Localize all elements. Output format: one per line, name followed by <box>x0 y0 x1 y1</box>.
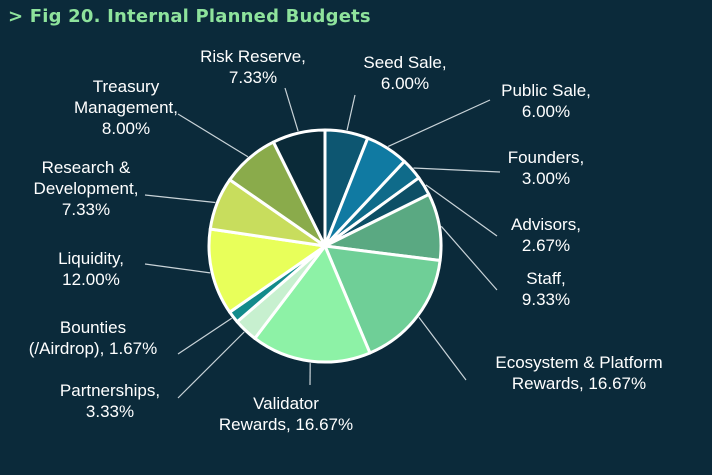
leader-line-seed-sale <box>346 94 356 131</box>
slice-label-line: 7.33% <box>229 68 277 87</box>
leader-line-ecosystem-platform-rewards <box>418 317 467 381</box>
figure-title: > Fig 20. Internal Planned Budgets <box>8 6 371 27</box>
pie-slice-validator-rewards <box>253 244 372 364</box>
slice-label-line: Founders, <box>508 148 585 167</box>
slice-label-line: Validator <box>253 394 319 413</box>
leader-line-advisors <box>425 184 498 237</box>
leader-line-treasury-management <box>177 113 249 158</box>
slice-label-line: 7.33% <box>62 200 110 219</box>
slice-label-founders: Founders, 3.00% <box>508 148 585 188</box>
slice-label-line: Seed Sale, <box>363 53 446 72</box>
slice-label-treasury-management: Treasury Management, 8.00% <box>74 77 178 138</box>
slice-label-line: Public Sale, <box>501 81 591 100</box>
slice-label-line: Research & <box>42 158 131 177</box>
slice-label-line: Staff, <box>526 269 565 288</box>
slice-label-line: Risk Reserve, <box>200 47 306 66</box>
slice-label-line: 2.67% <box>522 236 570 255</box>
slice-label-line: Advisors, <box>511 215 581 234</box>
slice-label-research-development: Research & Development, 7.33% <box>34 158 139 219</box>
slice-label-line: 9.33% <box>522 290 570 309</box>
slice-label-validator-rewards: Validator Rewards, 16.67% <box>219 394 353 434</box>
leader-line-research-development <box>144 194 216 204</box>
slice-label-line: 12.00% <box>62 270 120 289</box>
slice-label-partnerships: Partnerships, 3.33% <box>60 381 160 421</box>
pie-slices <box>207 128 443 364</box>
leader-lines <box>144 87 501 399</box>
slice-label-line: Rewards, 16.67% <box>512 374 646 393</box>
leader-line-liquidity <box>144 263 211 274</box>
slice-label-line: Development, <box>34 179 139 198</box>
leader-line-bounties-airdrop <box>177 317 233 355</box>
slice-label-line: 6.00% <box>381 74 429 93</box>
slice-label-line: Rewards, 16.67% <box>219 415 353 434</box>
slice-label-advisors: Advisors, 2.67% <box>511 215 581 255</box>
slice-label-line: (/Airdrop), 1.67% <box>29 339 158 358</box>
slice-label-line: Partnerships, <box>60 381 160 400</box>
leader-line-founders <box>413 167 501 173</box>
leader-line-public-sale <box>387 99 491 147</box>
slice-label-staff: Staff, 9.33% <box>522 269 570 309</box>
leader-line-partnerships <box>177 331 245 399</box>
slice-label-line: Liquidity, <box>58 249 124 268</box>
pie-slice-liquidity <box>207 227 327 314</box>
slice-label-line: Management, <box>74 98 178 117</box>
pie-slice-risk-reserve <box>271 128 327 248</box>
leader-line-risk-reserve <box>284 87 299 132</box>
slice-label-ecosystem-platform-rewards: Ecosystem & Platform Rewards, 16.67% <box>495 353 662 393</box>
slice-label-line: 8.00% <box>102 119 150 138</box>
slice-label-line: 3.00% <box>522 169 570 188</box>
slice-label-line: 6.00% <box>522 102 570 121</box>
slice-label-public-sale: Public Sale, 6.00% <box>501 81 591 121</box>
slice-label-liquidity: Liquidity, 12.00% <box>58 249 124 289</box>
slice-label-seed-sale: Seed Sale, 6.00% <box>363 53 446 93</box>
slice-label-line: Bounties <box>60 318 126 337</box>
slice-label-line: Ecosystem & Platform <box>495 353 662 372</box>
slice-label-line: 3.33% <box>86 402 134 421</box>
leader-line-staff <box>440 225 498 291</box>
slice-label-line: Treasury <box>93 77 160 96</box>
pie-slice-ecosystem-platform-rewards <box>323 244 442 355</box>
slice-label-risk-reserve: Risk Reserve, 7.33% <box>200 47 306 87</box>
slice-labels: Seed Sale, 6.00% Public Sale, 6.00% Founders… <box>29 47 663 434</box>
slice-label-bounties-airdrop: Bounties (/Airdrop), 1.67% <box>29 318 158 358</box>
